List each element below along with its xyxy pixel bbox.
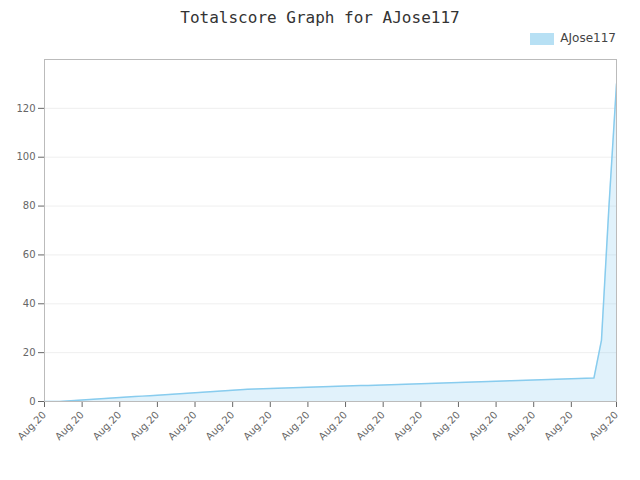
svg-text:Aug.20: Aug.20 — [241, 409, 274, 442]
svg-text:80: 80 — [23, 200, 36, 211]
svg-text:Aug.20: Aug.20 — [354, 409, 387, 442]
svg-text:Aug.20: Aug.20 — [392, 409, 425, 442]
svg-text:Aug.20: Aug.20 — [587, 409, 620, 442]
svg-text:Aug.20: Aug.20 — [505, 409, 538, 442]
svg-text:120: 120 — [16, 103, 35, 114]
svg-text:60: 60 — [23, 249, 36, 260]
svg-text:Aug.20: Aug.20 — [542, 409, 575, 442]
svg-text:40: 40 — [23, 298, 36, 309]
svg-text:20: 20 — [23, 347, 36, 358]
svg-text:Aug.20: Aug.20 — [467, 409, 500, 442]
svg-text:Aug.20: Aug.20 — [203, 409, 236, 442]
html-text:AJose117: AJose117 — [560, 31, 616, 45]
svg-text:0: 0 — [29, 396, 35, 407]
svg-text:Aug.20: Aug.20 — [128, 409, 161, 442]
html-text:Totalscore Graph for AJose117: Totalscore Graph for AJose117 — [180, 8, 460, 27]
svg-text:Aug.20: Aug.20 — [166, 409, 199, 442]
svg-text:Aug.20: Aug.20 — [15, 409, 48, 442]
svg-text:Aug.20: Aug.20 — [53, 409, 86, 442]
svg-text:Aug.20: Aug.20 — [429, 409, 462, 442]
svg-text:Aug.20: Aug.20 — [279, 409, 312, 442]
svg-text:Aug.20: Aug.20 — [91, 409, 124, 442]
svg-text:100: 100 — [16, 151, 35, 162]
svg-text:Aug.20: Aug.20 — [316, 409, 349, 442]
